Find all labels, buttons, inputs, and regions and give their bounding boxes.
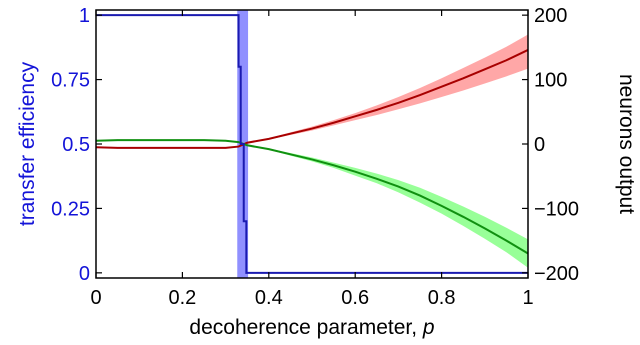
y-left-tick-label: 0.25: [51, 198, 90, 220]
line-transfer-efficiency: [96, 14, 528, 274]
axis-tick-labels: 0 0.2 0.4 0.6 0.8 100.250.50.751−200−10001002…: [51, 5, 579, 309]
x-tick-label: 0.4: [255, 287, 283, 309]
y-right-tick-label: 100: [534, 70, 567, 92]
x-tick-label: 0.2: [168, 287, 196, 309]
y-right-tick-label: 200: [534, 5, 567, 27]
axis-ticks: [95, 10, 529, 278]
y-left-tick-label: 0.75: [51, 70, 90, 92]
series-lines: [95, 14, 529, 274]
y-right-tick-label: −100: [534, 198, 579, 220]
x-tick-label: 0.6: [341, 287, 369, 309]
y-right-tick-label: 0: [534, 134, 545, 156]
confidence-bands: [96, 34, 528, 268]
line-series-3: [95, 139, 529, 255]
y-left-tick-label: 0.5: [62, 134, 90, 156]
y-right-tick-label: −200: [534, 263, 579, 285]
y-left-tick-label: 0: [79, 263, 90, 285]
y-axis-left-label: transfer efficiency: [16, 61, 39, 226]
y-left-tick-label: 1: [79, 5, 90, 27]
x-tick-label: 0.8: [428, 287, 456, 309]
band-series-2: [96, 34, 528, 148]
y-axis-right-label: neurons output: [615, 74, 638, 214]
x-tick-label: 1: [522, 287, 533, 309]
x-tick-label: 0: [90, 287, 101, 309]
line-series-2: [95, 49, 529, 149]
band-series-3: [96, 140, 528, 268]
x-axis-label: decoherence parameter, p: [189, 316, 434, 339]
plot-frame: [95, 9, 529, 279]
